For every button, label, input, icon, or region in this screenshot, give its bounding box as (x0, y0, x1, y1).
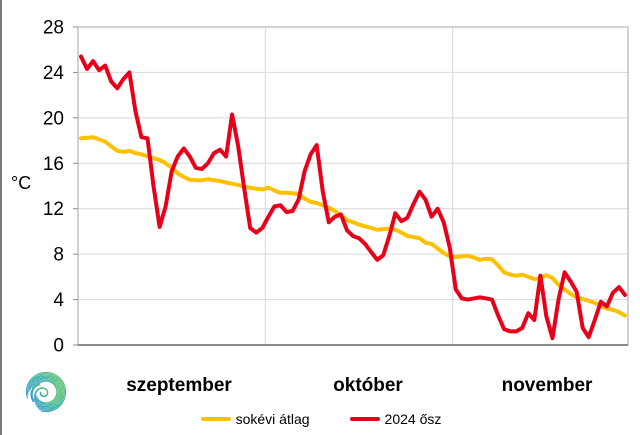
y-axis-tick-label: 24 (43, 63, 65, 84)
logo-spiral-ring (29, 375, 63, 409)
y-axis-tick-label: 0 (53, 336, 64, 357)
logo-spiral-ring (30, 376, 62, 408)
y-axis-tick-label: 28 (43, 18, 64, 39)
y-axis-tick-label: 8 (53, 245, 64, 266)
y-axis-tick-label: 4 (53, 290, 64, 311)
legend: sokévi átlag 2024 ősz (2, 409, 640, 429)
logo-spiral-ring (25, 371, 67, 413)
legend-label-average: sokévi átlag (235, 411, 310, 427)
x-axis-month-label-september: szeptember (126, 375, 232, 396)
x-axis-month-label-october: október (333, 375, 403, 396)
legend-item-average: sokévi átlag (200, 411, 310, 427)
x-axis-month-label-november: november (501, 375, 593, 396)
y-axis-tick-label: 12 (43, 199, 64, 220)
y-axis-unit-label: °C (11, 173, 32, 193)
legend-item-2024-autumn: 2024 ősz (349, 411, 442, 427)
series-line-2024-osz (79, 54, 627, 341)
legend-label-2024-autumn: 2024 ősz (384, 411, 442, 427)
logo-spiral-ring (27, 373, 65, 411)
legend-swatch-red-line (349, 417, 380, 421)
y-axis-tick-label: 16 (43, 154, 64, 175)
logo-spiral-ring (33, 379, 59, 405)
legend-swatch-yellow-line (200, 417, 231, 421)
weather-service-spiral-logo-icon (25, 371, 67, 413)
y-axis-tick-label: 20 (43, 108, 64, 129)
logo-spiral-ring (28, 374, 64, 410)
logo-spiral-ring (34, 380, 58, 404)
